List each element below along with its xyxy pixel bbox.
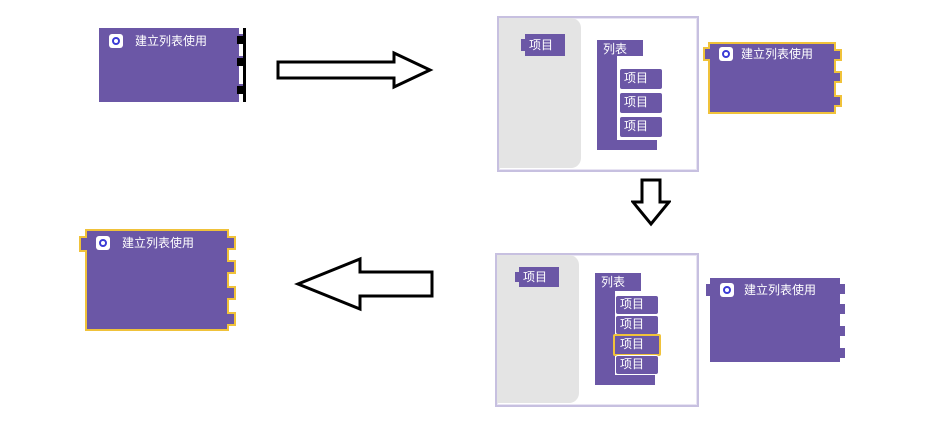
slot-item-label: 项目 xyxy=(620,357,644,371)
list-container-label: 列表 xyxy=(603,42,627,56)
arrow-down-icon xyxy=(631,178,671,228)
editor-panel-step-1: 项目 列表 项目 项目 项目 xyxy=(497,16,699,172)
slot-item-label: 项目 xyxy=(624,95,648,109)
block-label: 建立列表使用 xyxy=(135,34,207,48)
gear-icon[interactable] xyxy=(720,283,734,297)
block-label: 建立列表使用 xyxy=(744,283,816,297)
slot-item-block-highlighted[interactable]: 项目 xyxy=(613,334,661,356)
slot-item-label: 项目 xyxy=(620,337,644,351)
slot-item-block[interactable]: 项目 xyxy=(615,295,659,315)
list-container-block[interactable]: 列表 项目 项目 项目 xyxy=(597,40,667,150)
gear-icon[interactable] xyxy=(719,47,733,61)
slot-item-block[interactable]: 项目 xyxy=(615,315,659,335)
list-container-block[interactable]: 列表 项目 项目 项目 项目 xyxy=(595,273,665,385)
editor-panel-step-2: 项目 列表 项目 项目 项目 项目 xyxy=(495,253,699,407)
create-list-block-selected[interactable]: 建立列表使用 xyxy=(703,42,843,114)
slot-item-label: 项目 xyxy=(620,297,644,311)
slot-item-block[interactable]: 项目 xyxy=(619,116,663,138)
create-list-block-dragged[interactable]: 建立列表使用 xyxy=(706,278,844,362)
create-list-block-result[interactable]: 建立列表使用 xyxy=(76,229,236,331)
slot-item-label: 项目 xyxy=(624,71,648,85)
slot-item-block[interactable]: 项目 xyxy=(619,68,663,90)
arrow-left-icon xyxy=(294,256,436,312)
item-block[interactable]: 项目 xyxy=(519,34,567,58)
block-label: 建立列表使用 xyxy=(122,236,194,250)
slot-item-block[interactable]: 项目 xyxy=(615,355,659,375)
item-label: 项目 xyxy=(529,38,553,52)
item-block[interactable]: 项目 xyxy=(513,267,561,289)
slot-item-block[interactable]: 项目 xyxy=(619,92,663,114)
block-label: 建立列表使用 xyxy=(741,47,813,61)
create-list-block-initial[interactable]: 建立列表使用 xyxy=(99,28,245,102)
arrow-right-icon xyxy=(276,50,436,90)
list-container-label: 列表 xyxy=(601,275,625,289)
gear-icon[interactable] xyxy=(109,34,123,48)
gear-icon[interactable] xyxy=(96,236,110,250)
slot-item-label: 项目 xyxy=(624,119,648,133)
slot-item-label: 项目 xyxy=(620,317,644,331)
item-label: 项目 xyxy=(523,270,547,284)
